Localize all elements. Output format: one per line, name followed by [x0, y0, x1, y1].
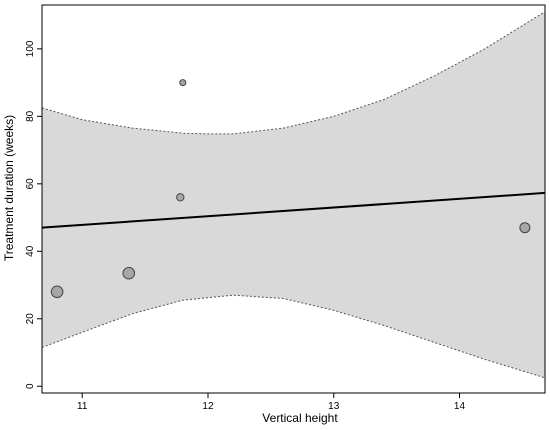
y-axis-layer: 0 20 40 60 80 100 — [25, 40, 42, 389]
data-point-2 — [122, 266, 136, 280]
confidence-band-layer — [41, 11, 546, 379]
data-point-3 — [176, 193, 185, 202]
y-tick-label: 20 — [25, 313, 36, 325]
y-axis-title: Treatment duration (weeks) — [2, 115, 16, 261]
lower-band-edge — [41, 294, 546, 379]
confidence-band — [42, 11, 545, 378]
regression-line-layer — [41, 191, 546, 229]
data-points-layer — [50, 79, 531, 299]
upper-band-edge — [41, 11, 546, 135]
x-tick-label: 12 — [202, 401, 214, 412]
x-axis-layer: 11 12 13 14 — [77, 393, 465, 412]
y-tick-label: 60 — [25, 178, 36, 190]
plot-frame — [41, 4, 546, 394]
x-tick-label: 11 — [77, 401, 88, 412]
x-axis-title: Vertical height — [262, 411, 338, 425]
data-point-1 — [50, 285, 64, 299]
x-tick-label: 13 — [328, 401, 340, 412]
data-point-5 — [519, 222, 531, 234]
regression-line — [41, 191, 546, 229]
y-tick-label: 40 — [25, 245, 36, 257]
x-tick-label: 14 — [454, 401, 466, 412]
plot-frame-layer — [41, 4, 546, 394]
y-tick-label: 100 — [25, 40, 36, 57]
data-point-4 — [179, 79, 187, 87]
y-tick-label: 80 — [25, 110, 36, 122]
y-tick-label: 0 — [25, 383, 36, 389]
